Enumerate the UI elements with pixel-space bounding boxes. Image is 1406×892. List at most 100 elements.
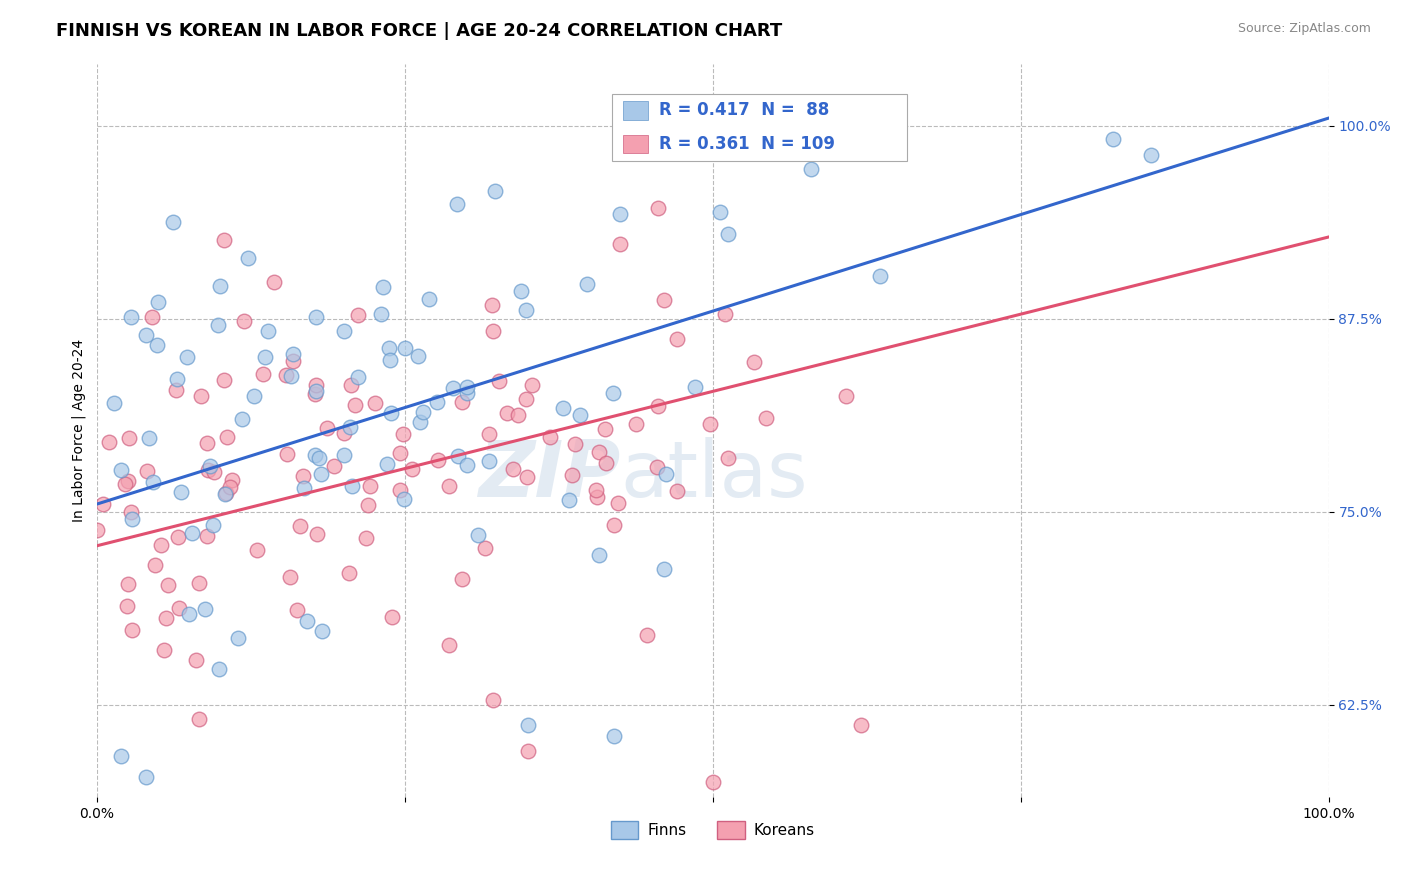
Point	[117, 599, 139, 613]
Point	[669, 134, 692, 148]
Point	[153, 642, 176, 657]
Point	[214, 374, 236, 388]
Point	[176, 351, 198, 365]
Point	[323, 459, 346, 474]
Point	[117, 576, 139, 591]
Point	[456, 380, 478, 394]
Point	[280, 369, 302, 384]
Point	[645, 459, 668, 474]
Point	[447, 449, 470, 463]
Point	[624, 417, 647, 431]
Point	[516, 470, 538, 484]
Point	[305, 527, 328, 541]
Point	[538, 430, 561, 444]
Point	[195, 529, 218, 543]
Point	[231, 412, 253, 426]
Point	[717, 450, 740, 465]
Point	[221, 473, 243, 487]
Point	[236, 251, 259, 265]
Point	[702, 775, 724, 789]
Point	[593, 422, 616, 436]
Point	[588, 548, 610, 562]
Point	[409, 415, 432, 429]
Point	[647, 400, 669, 414]
Point	[666, 332, 689, 346]
Point	[146, 295, 169, 310]
Point	[340, 479, 363, 493]
Point	[337, 566, 360, 581]
Point	[595, 456, 617, 470]
Point	[484, 184, 506, 198]
Point	[585, 483, 607, 497]
Point	[515, 392, 537, 406]
Point	[481, 297, 503, 311]
Point	[378, 341, 401, 355]
Point	[517, 744, 540, 758]
Point	[450, 573, 472, 587]
Point	[200, 459, 222, 474]
Point	[474, 541, 496, 556]
Point	[120, 505, 142, 519]
Point	[226, 631, 249, 645]
Point	[202, 465, 225, 479]
Point	[253, 350, 276, 364]
Point	[357, 498, 380, 512]
Point	[150, 538, 173, 552]
Point	[166, 530, 188, 544]
Point	[292, 481, 315, 495]
Point	[609, 207, 631, 221]
Point	[401, 462, 423, 476]
Point	[190, 389, 212, 403]
Point	[478, 454, 501, 468]
Point	[510, 284, 533, 298]
Point	[685, 380, 707, 394]
Point	[800, 162, 823, 177]
Point	[406, 349, 429, 363]
Point	[197, 463, 219, 477]
Point	[467, 528, 489, 542]
Point	[91, 496, 114, 510]
Point	[488, 374, 510, 388]
Point	[333, 425, 356, 440]
Point	[742, 355, 765, 369]
Point	[288, 519, 311, 533]
Point	[252, 367, 274, 381]
Point	[86, 524, 108, 538]
Point	[389, 446, 412, 460]
Point	[392, 427, 415, 442]
Point	[188, 712, 211, 726]
Point	[246, 542, 269, 557]
Point	[121, 512, 143, 526]
Point	[340, 378, 363, 392]
Point	[714, 308, 737, 322]
Point	[849, 718, 872, 732]
Point	[1140, 147, 1163, 161]
Point	[215, 486, 238, 500]
Point	[103, 396, 125, 410]
Point	[214, 233, 236, 247]
Point	[606, 496, 628, 510]
Point	[208, 279, 231, 293]
Point	[142, 475, 165, 490]
Point	[446, 197, 468, 211]
Point	[304, 448, 326, 462]
Point	[201, 518, 224, 533]
Point	[666, 483, 689, 498]
Point	[208, 662, 231, 676]
Point	[110, 748, 132, 763]
Point	[717, 227, 740, 242]
Point	[166, 372, 188, 386]
Point	[257, 325, 280, 339]
Point	[347, 369, 370, 384]
Point	[375, 457, 398, 471]
Point	[443, 381, 465, 395]
Point	[412, 405, 434, 419]
Point	[333, 448, 356, 462]
Point	[281, 346, 304, 360]
Point	[426, 394, 449, 409]
Point	[135, 464, 157, 478]
Point	[207, 318, 229, 332]
Point	[118, 431, 141, 445]
Point	[517, 718, 540, 732]
Point	[380, 406, 402, 420]
